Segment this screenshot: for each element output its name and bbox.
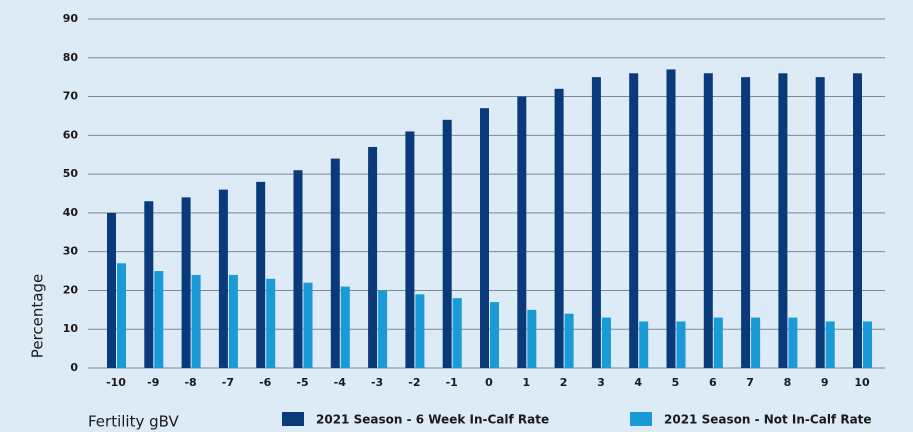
bar bbox=[452, 298, 462, 368]
bar bbox=[778, 73, 788, 369]
x-tick-label: -5 bbox=[296, 376, 308, 389]
legend-label: 2021 Season - Not In-Calf Rate bbox=[664, 413, 872, 427]
x-tick-label: -10 bbox=[106, 376, 126, 389]
x-tick-label: 2 bbox=[560, 376, 568, 389]
y-tick-label: 10 bbox=[63, 322, 79, 335]
y-tick-label: 80 bbox=[63, 51, 79, 64]
x-tick-label: -8 bbox=[184, 376, 196, 389]
bar bbox=[853, 73, 862, 369]
y-tick-label: 20 bbox=[63, 283, 79, 296]
x-tick-label: 5 bbox=[672, 376, 680, 389]
x-tick-label: -1 bbox=[446, 376, 458, 389]
x-tick-label: -2 bbox=[408, 376, 420, 389]
bar bbox=[256, 181, 266, 368]
bar bbox=[442, 119, 452, 368]
x-tick-label: 10 bbox=[854, 376, 870, 389]
bar bbox=[554, 88, 564, 369]
y-tick-label: 0 bbox=[70, 361, 78, 374]
bar bbox=[527, 309, 537, 368]
x-axis-label: Fertility gBV bbox=[88, 413, 179, 431]
bar bbox=[490, 302, 499, 368]
x-tick-label: -6 bbox=[259, 376, 272, 389]
y-tick-label: 70 bbox=[63, 90, 79, 103]
bar bbox=[117, 263, 126, 368]
bar bbox=[191, 274, 201, 368]
bar bbox=[480, 108, 489, 368]
bar bbox=[703, 73, 713, 369]
bar bbox=[303, 282, 313, 368]
x-tick-label: 8 bbox=[784, 376, 792, 389]
bar bbox=[517, 96, 527, 369]
bar bbox=[293, 170, 303, 368]
bar bbox=[601, 317, 611, 368]
bar bbox=[564, 313, 574, 368]
x-tick-label: 1 bbox=[522, 376, 530, 389]
legend-swatch bbox=[282, 412, 304, 426]
bar bbox=[825, 321, 835, 368]
bar bbox=[629, 73, 639, 369]
bar bbox=[405, 131, 415, 368]
bar bbox=[107, 212, 116, 368]
bar bbox=[228, 274, 238, 368]
y-tick-label: 30 bbox=[63, 245, 79, 258]
bar bbox=[415, 294, 425, 368]
bar bbox=[378, 290, 388, 368]
bar bbox=[751, 317, 761, 368]
legend-label: 2021 Season - 6 Week In-Calf Rate bbox=[316, 413, 549, 427]
x-tick-label: 7 bbox=[746, 376, 754, 389]
bar bbox=[713, 317, 723, 368]
x-tick-label: 6 bbox=[709, 376, 717, 389]
x-tick-label: 0 bbox=[485, 376, 493, 389]
x-tick-label: -4 bbox=[334, 376, 347, 389]
bar bbox=[639, 321, 649, 368]
bar bbox=[330, 158, 340, 368]
y-tick-label: 90 bbox=[63, 12, 79, 25]
bar bbox=[181, 197, 191, 368]
y-tick-label: 50 bbox=[63, 167, 79, 180]
bar bbox=[666, 69, 676, 369]
bar bbox=[266, 278, 276, 368]
bar bbox=[815, 77, 825, 369]
bar bbox=[340, 286, 350, 368]
x-tick-label: -3 bbox=[371, 376, 383, 389]
bar bbox=[218, 189, 228, 368]
x-tick-label: -7 bbox=[222, 376, 234, 389]
x-tick-label: 4 bbox=[634, 376, 642, 389]
bar bbox=[863, 321, 872, 368]
bar bbox=[591, 77, 601, 369]
legend-swatch bbox=[630, 412, 652, 426]
bar bbox=[788, 317, 798, 368]
x-tick-label: 3 bbox=[597, 376, 605, 389]
bar bbox=[144, 201, 154, 368]
bar bbox=[676, 321, 686, 368]
bar bbox=[154, 271, 164, 368]
x-tick-label: 9 bbox=[821, 376, 829, 389]
x-tick-label: -9 bbox=[147, 376, 159, 389]
y-tick-label: 40 bbox=[63, 206, 79, 219]
y-axis-label: Percentage bbox=[29, 274, 47, 358]
y-tick-label: 60 bbox=[63, 128, 79, 141]
bar bbox=[368, 146, 378, 368]
bar bbox=[741, 77, 751, 369]
